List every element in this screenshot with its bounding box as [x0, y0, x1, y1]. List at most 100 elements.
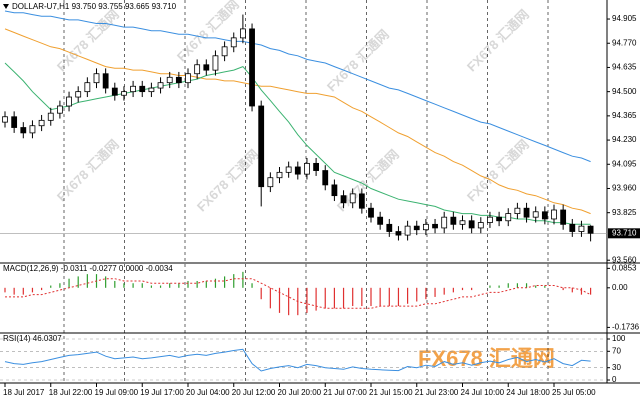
candle-body: [93, 73, 100, 84]
x-tick-label: 24 Jul 18:00: [506, 388, 550, 397]
candle-body: [111, 87, 118, 96]
candle-body: [203, 64, 210, 71]
candle-body: [496, 216, 503, 222]
candle-body: [514, 207, 521, 214]
candle-body: [551, 209, 557, 220]
candle-body: [560, 209, 567, 225]
candle-body: [212, 55, 219, 71]
rsi-y-tick-label: 30: [612, 363, 621, 372]
macd-signal: [5, 278, 591, 309]
candle-body: [157, 82, 164, 89]
x-tick-label: 18 Jul 2017: [3, 388, 45, 397]
y-tick-label: 94.365: [612, 111, 637, 120]
candle-body: [258, 105, 265, 188]
y-tick-label: 94.500: [612, 87, 637, 96]
candle-body: [166, 76, 173, 84]
candle-body: [523, 207, 530, 218]
candle-body: [395, 231, 402, 236]
rsi-label: RSI(14) 46.0307: [3, 334, 62, 343]
candle-body: [84, 82, 91, 93]
x-tick-label: 21 Jul 23:00: [415, 388, 459, 397]
x-tick-label: 24 Jul 10:00: [461, 388, 505, 397]
candle-body: [322, 170, 329, 186]
candle-body: [422, 223, 429, 231]
candle-body: [313, 162, 320, 171]
candle-body: [276, 171, 283, 179]
rsi-line: [4, 348, 591, 372]
x-tick-label: 19 Jul 09:00: [95, 388, 139, 397]
candle-body: [130, 85, 137, 93]
candle-body: [477, 222, 484, 229]
candle-body: [148, 87, 155, 93]
candle-body: [139, 85, 146, 93]
candle-body: [2, 116, 8, 123]
watermark-logo: FX678 汇通网: [418, 346, 555, 371]
y-tick-label: 93.825: [612, 208, 637, 217]
candle-body: [66, 96, 72, 107]
collapse-icon: [3, 4, 9, 9]
candle-body: [569, 223, 576, 232]
chart-title: DOLLAR-U7,H1 93.750 93.755 93.665 93.710: [12, 2, 177, 11]
candle-body: [432, 223, 438, 229]
candle-body: [11, 116, 18, 128]
candle-body: [340, 195, 347, 204]
candle-body: [459, 220, 466, 225]
candle-body: [57, 105, 63, 114]
candle-body: [20, 127, 27, 134]
candle-body: [541, 211, 548, 220]
candle-body: [121, 91, 127, 96]
y-tick-label: 94.635: [612, 63, 637, 72]
candle-body: [249, 28, 255, 107]
candle-body: [413, 225, 420, 231]
y-tick-label: 94.770: [612, 38, 637, 47]
x-tick-label: 20 Jul 20:00: [278, 388, 322, 397]
candle-body: [304, 162, 310, 175]
candle-body: [331, 184, 338, 197]
x-tick-label: 20 Jul 12:00: [232, 388, 276, 397]
rsi-y-tick-label: 0: [612, 375, 617, 384]
current-price-box: [608, 228, 640, 239]
candle-body: [404, 225, 411, 236]
x-tick-label: 18 Jul 22:00: [49, 388, 93, 397]
candle-body: [578, 225, 585, 232]
candle-body: [194, 64, 201, 75]
moving-average: [4, 10, 591, 163]
candle-body: [386, 223, 393, 232]
macd-label: MACD(12,26,9) -0.0311 -0.0277 0.0000 -0.…: [3, 264, 173, 273]
candle-body: [230, 37, 237, 48]
current-price-label: 93.710: [612, 228, 637, 237]
x-tick-label: 21 Jul 07:00: [323, 388, 367, 397]
candle-body: [468, 220, 475, 229]
candle-body: [267, 177, 274, 188]
candle-body: [587, 225, 594, 234]
y-tick-label: 94.905: [612, 14, 637, 23]
candle-body: [505, 213, 512, 222]
candle-body: [75, 91, 82, 98]
y-tick-label: 93.560: [612, 255, 637, 264]
candle-body: [368, 207, 374, 218]
macd-y-tick-label: 0.0853: [612, 263, 637, 272]
candle-body: [532, 211, 539, 218]
candle-body: [358, 193, 365, 209]
candle-body: [221, 46, 228, 57]
moving-average: [4, 62, 591, 225]
candle-body: [294, 166, 301, 175]
rsi-y-tick-label: 70: [612, 346, 621, 355]
x-tick-label: 19 Jul 17:00: [140, 388, 184, 397]
candle-body: [175, 76, 182, 84]
candle-body: [285, 166, 292, 173]
x-tick-label: 20 Jul 04:00: [186, 388, 230, 397]
candle-body: [38, 119, 45, 127]
y-tick-label: 94.230: [612, 135, 637, 144]
macd-y-tick-label: 0.00: [612, 283, 628, 292]
y-tick-label: 93.960: [612, 184, 637, 193]
candle-body: [239, 28, 246, 39]
x-tick-label: 21 Jul 15:00: [369, 388, 413, 397]
candle-body: [47, 112, 54, 121]
moving-average: [4, 28, 591, 215]
y-tick-label: 94.095: [612, 159, 637, 168]
candle-body: [487, 216, 493, 223]
rsi-y-tick-label: 100: [612, 334, 626, 343]
